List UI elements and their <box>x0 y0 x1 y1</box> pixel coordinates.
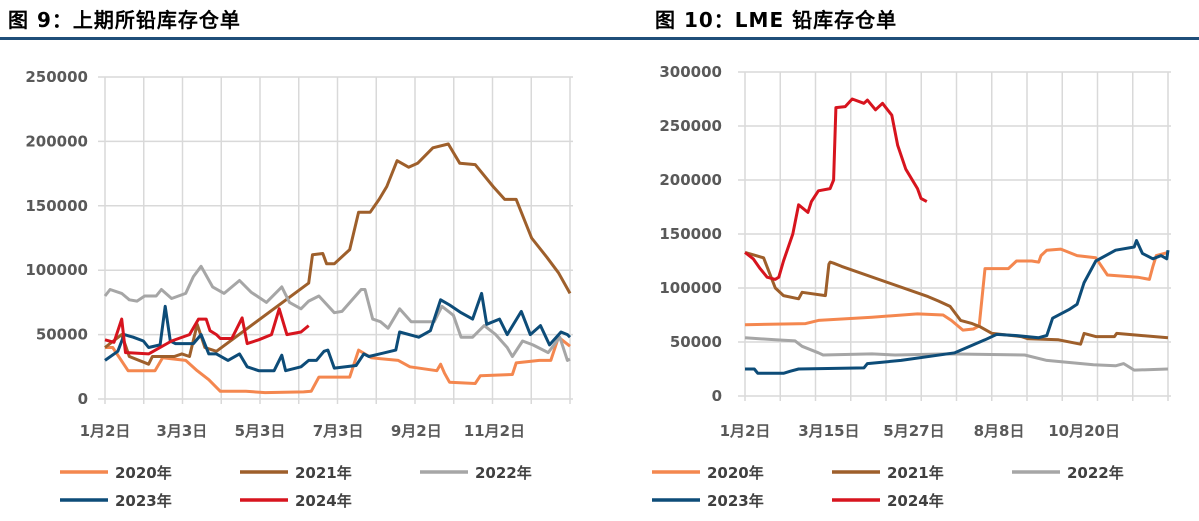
y-tick-label: 100000 <box>25 261 88 279</box>
x-tick-label: 3月3日 <box>156 422 207 440</box>
x-tick-label: 1月2日 <box>80 422 131 440</box>
series-line-2023 <box>745 239 1170 375</box>
y-tick-label: 200000 <box>25 132 88 150</box>
y-tick-label: 0 <box>712 387 722 405</box>
series-line-2021 <box>104 142 572 366</box>
legend-label: 2021年 <box>887 464 944 482</box>
y-tick-label: 100000 <box>659 279 722 297</box>
series-line-2020 <box>105 335 571 395</box>
series-line-2022 <box>744 336 1169 372</box>
y-tick-label: 150000 <box>25 197 88 215</box>
y-tick-label: 200000 <box>659 171 722 189</box>
series-line-2020 <box>744 247 1169 332</box>
chart-1: 0 50000 100000 150000 200000 250000 1月2日 3月3日 5月… <box>25 68 573 510</box>
x-tick-label: 11月2日 <box>464 422 525 440</box>
y-tick-label: 250000 <box>659 117 722 135</box>
x-tick-label: 5月3日 <box>235 422 286 440</box>
y-tick-label: 250000 <box>25 68 88 86</box>
chart-title-shfe: 图 9：上期所铅库存仓单 <box>8 8 241 32</box>
legend-label: 2024年 <box>887 492 944 510</box>
x-tick-label: 3月15日 <box>798 422 859 440</box>
chart-title-lme: 图 10：LME 铅库存仓单 <box>655 8 898 32</box>
x-tick-label: 1月2日 <box>720 422 771 440</box>
series-line-2024 <box>744 97 928 281</box>
title-divider <box>0 37 1199 40</box>
x-tick-label: 10月20日 <box>1048 422 1120 440</box>
y-tick-label: 50000 <box>670 333 722 351</box>
x-tick-label: 9月2日 <box>391 422 442 440</box>
legend-label: 2022年 <box>1067 464 1124 482</box>
y-tick-label: 0 <box>78 390 88 408</box>
legend-label: 2021年 <box>295 464 352 482</box>
series-line-2024 <box>104 307 310 356</box>
series-line-2021 <box>744 250 1169 346</box>
x-tick-label: 5月27日 <box>883 422 944 440</box>
chart-2: 0 50000 100000 150000 200000 250000 300000 1月2日… <box>652 63 1171 510</box>
legend-label: 2023年 <box>707 492 764 510</box>
y-tick-label: 300000 <box>659 63 722 81</box>
y-tick-label: 50000 <box>36 326 88 344</box>
legend-label: 2023年 <box>115 492 172 510</box>
legend-label: 2024年 <box>295 492 352 510</box>
y-tick-label: 150000 <box>659 225 722 243</box>
legend-label: 2020年 <box>707 464 764 482</box>
x-tick-label: 7月3日 <box>313 422 364 440</box>
series-line-2022 <box>103 264 571 362</box>
x-tick-label: 8月8日 <box>974 422 1025 440</box>
legend-label: 2020年 <box>115 464 172 482</box>
legend-label: 2022年 <box>475 464 532 482</box>
